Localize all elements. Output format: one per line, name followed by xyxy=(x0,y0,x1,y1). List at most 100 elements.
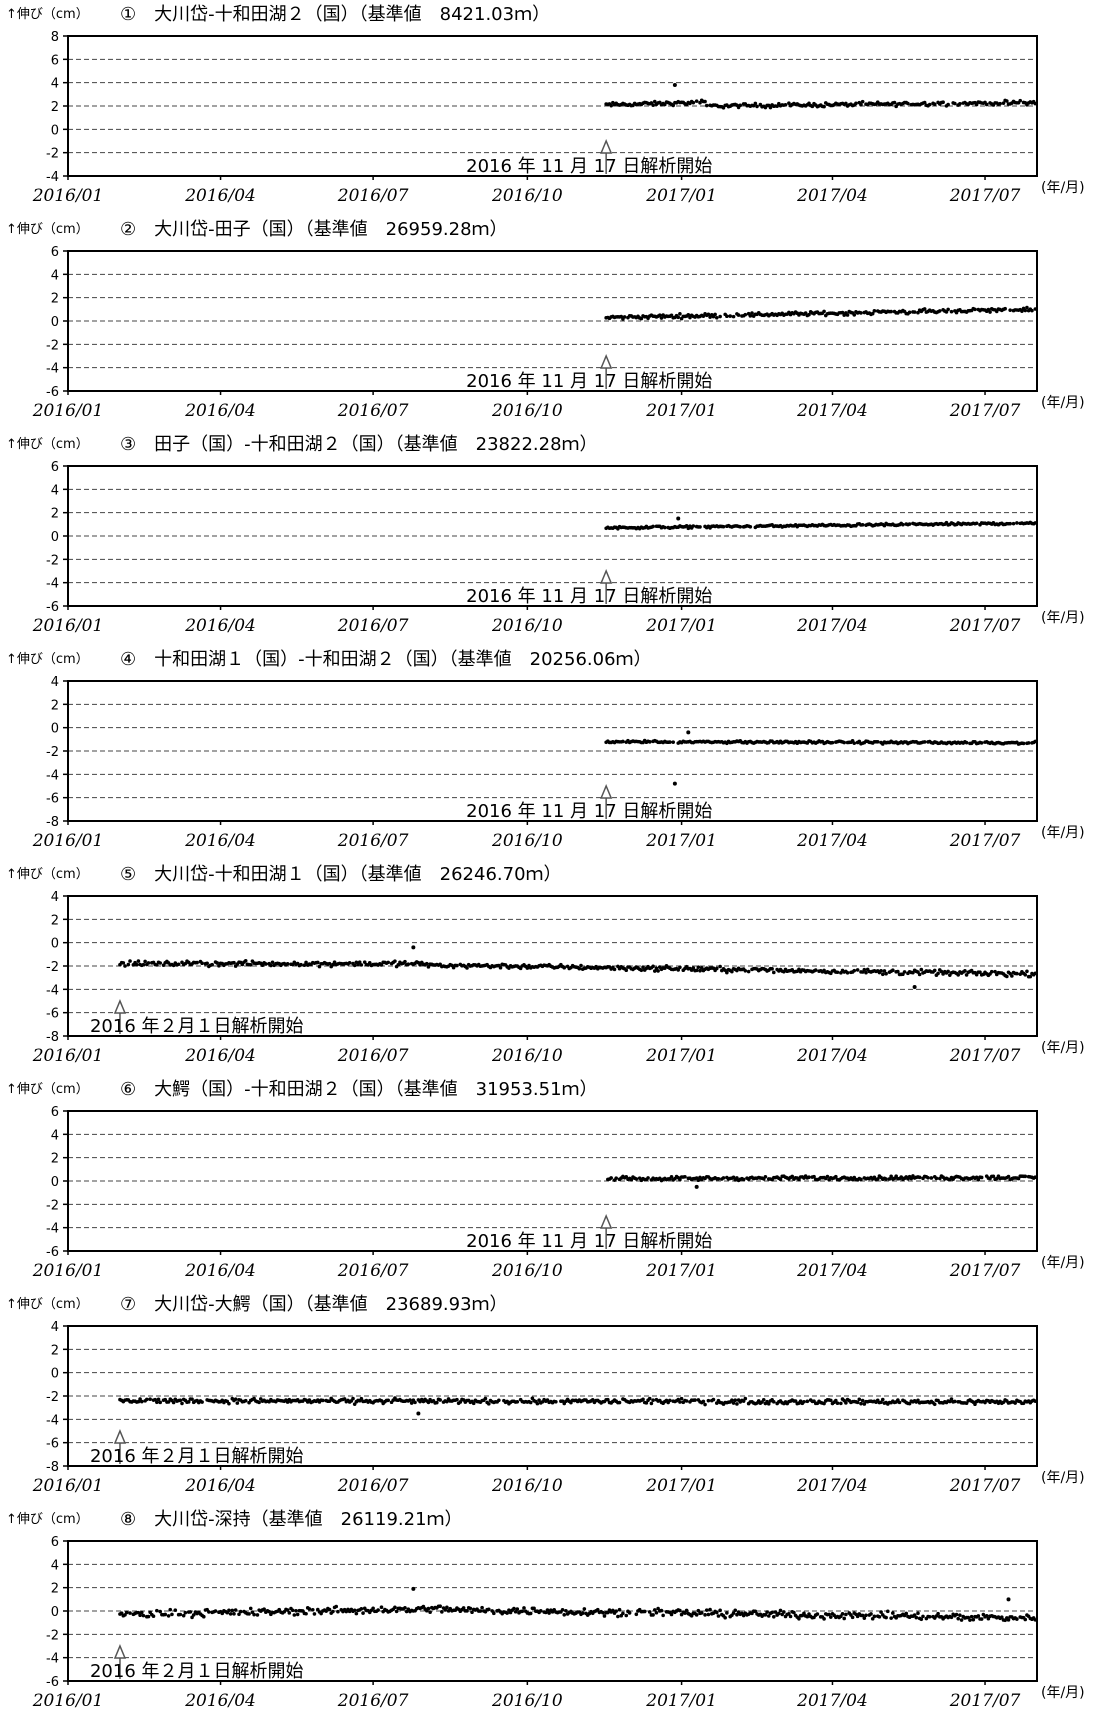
data-point xyxy=(210,962,214,967)
data-point xyxy=(141,962,146,967)
data-point xyxy=(753,101,758,106)
data-point xyxy=(1033,739,1038,744)
y-tick-label: -2 xyxy=(46,147,59,162)
data-point xyxy=(371,1606,375,1611)
data-point xyxy=(733,1398,738,1403)
data-point xyxy=(735,1402,739,1406)
data-point xyxy=(1033,521,1038,525)
data-point xyxy=(302,963,307,968)
analysis-start-note: 2016 年 11 月 17 日解析開始 xyxy=(466,371,712,392)
data-point xyxy=(714,1610,719,1615)
x-tick-label: 2016/01 xyxy=(32,401,104,421)
data-point xyxy=(860,1398,865,1403)
data-point xyxy=(1018,98,1023,103)
chart-panel-3: ↑伸び（cm） ③ 田子（国）-十和田湖２（国）（基準値 23822.28ｍ） -6… xyxy=(0,430,1115,645)
chart-title: ⑥ 大鰐（国）-十和田湖２（国）（基準値 31953.51ｍ） xyxy=(120,1079,598,1100)
data-point xyxy=(830,740,835,745)
data-point xyxy=(897,1400,902,1405)
data-point xyxy=(562,1612,567,1617)
data-point xyxy=(678,1177,682,1182)
y-tick-label: -6 xyxy=(46,600,59,615)
data-point xyxy=(678,965,682,970)
y-tick-label: -6 xyxy=(46,1437,59,1452)
data-point xyxy=(1015,1617,1019,1621)
x-tick-label: 2016/10 xyxy=(491,616,563,636)
data-point xyxy=(949,1397,954,1401)
data-point xyxy=(815,1612,820,1616)
data-points xyxy=(604,730,1038,786)
chart-svg: ↑伸び（cm） ⑥ 大鰐（国）-十和田湖２（国）（基準値 31953.51ｍ） -6… xyxy=(6,1079,1085,1281)
chart-svg: ↑伸び（cm） ① 大川岱-十和田湖２（国）（基準値 8421.03ｍ） -4 -2 0… xyxy=(6,4,1085,206)
data-point xyxy=(1033,307,1038,311)
data-point xyxy=(403,959,407,964)
data-point xyxy=(181,1613,186,1618)
analysis-start-note: 2016 年２月１日解析開始 xyxy=(90,1661,304,1682)
data-point xyxy=(810,104,815,109)
data-point xyxy=(1023,1617,1028,1622)
data-point xyxy=(171,1400,176,1405)
data-point xyxy=(907,310,912,315)
data-point xyxy=(984,102,989,107)
y-tick-label: 2 xyxy=(51,507,59,522)
data-point xyxy=(879,1400,883,1405)
y-tick-label: -2 xyxy=(46,553,59,568)
data-point xyxy=(787,1611,791,1616)
data-point xyxy=(825,1174,830,1179)
data-point xyxy=(396,963,401,967)
data-point xyxy=(864,970,868,975)
data-point xyxy=(852,313,857,317)
chart-title: ① 大川岱-十和田湖２（国）（基準値 8421.03ｍ） xyxy=(120,4,550,25)
data-point xyxy=(547,1611,551,1615)
data-point xyxy=(532,1606,536,1611)
data-point xyxy=(921,1614,925,1619)
data-point xyxy=(128,1611,132,1615)
data-point xyxy=(342,1397,347,1401)
data-point xyxy=(379,963,384,967)
data-point xyxy=(884,971,888,976)
data-point xyxy=(327,1607,332,1612)
data-point xyxy=(393,959,397,963)
data-point xyxy=(959,1618,964,1622)
data-point xyxy=(440,1610,444,1614)
data-point xyxy=(376,1608,380,1612)
data-point xyxy=(859,102,863,107)
data-point xyxy=(659,316,664,320)
data-point xyxy=(884,1177,888,1181)
data-point xyxy=(352,963,357,968)
data-point xyxy=(577,966,582,971)
data-point xyxy=(352,1608,357,1613)
data-point xyxy=(988,310,992,314)
data-point xyxy=(443,1608,448,1612)
data-point xyxy=(909,1176,914,1181)
data-point xyxy=(406,962,411,966)
x-tick-label: 2017/01 xyxy=(645,1261,717,1281)
data-point xyxy=(671,740,676,744)
x-tick-label: 2016/10 xyxy=(491,186,563,206)
data-point xyxy=(361,1611,365,1615)
data-point xyxy=(522,1606,526,1610)
data-point xyxy=(822,1617,826,1621)
data-point xyxy=(354,1611,359,1616)
data-point xyxy=(859,311,863,315)
y-tick-label: -8 xyxy=(46,1460,59,1475)
data-point xyxy=(1008,308,1012,312)
y-tick-label: -8 xyxy=(46,1030,59,1045)
data-point xyxy=(138,1613,142,1618)
data-point xyxy=(917,972,922,977)
x-tick-label: 2017/01 xyxy=(645,186,717,206)
data-point xyxy=(922,307,927,311)
data-point xyxy=(973,1402,977,1407)
data-point xyxy=(706,1612,711,1617)
data-point xyxy=(621,1611,625,1616)
data-point xyxy=(813,968,818,972)
data-point xyxy=(651,964,655,969)
data-point xyxy=(842,740,847,745)
data-point xyxy=(701,1399,706,1404)
data-point xyxy=(220,1611,225,1616)
y-tick-label: 4 xyxy=(51,483,59,498)
x-tick-label: 2017/04 xyxy=(796,1691,868,1711)
data-point xyxy=(205,961,209,966)
data-point xyxy=(844,101,848,106)
y-axis-label: ↑伸び（cm） xyxy=(6,1512,89,1527)
data-point xyxy=(252,1612,256,1617)
